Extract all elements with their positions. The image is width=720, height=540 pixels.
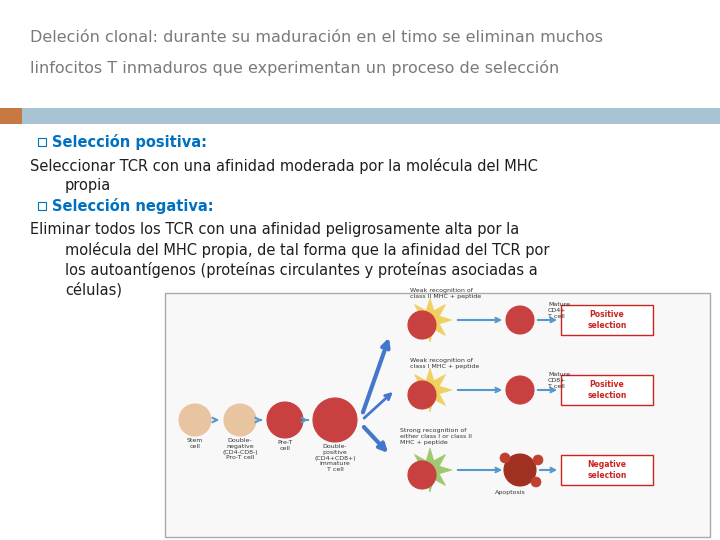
Bar	[0, 108, 22, 124]
Text: Stem
cell: Stem cell	[186, 438, 203, 449]
Circle shape	[506, 306, 534, 334]
Text: Mature
CD8+
T cell: Mature CD8+ T cell	[548, 372, 570, 389]
Circle shape	[500, 453, 510, 463]
Text: Positive
selection: Positive selection	[588, 310, 626, 330]
Text: Positive
selection: Positive selection	[588, 380, 626, 400]
Bar	[38, 138, 46, 146]
Circle shape	[179, 404, 211, 436]
Text: linfocitos T inmaduros que experimentan un proceso de selección: linfocitos T inmaduros que experimentan …	[30, 60, 559, 76]
Text: Deleción clonal: durante su maduración en el timo se eliminan muchos: Deleción clonal: durante su maduración e…	[30, 30, 603, 45]
Text: Pre-T
cell: Pre-T cell	[277, 440, 293, 451]
Bar	[0, 108, 720, 124]
Text: Weak recognition of
class I MHC + peptide: Weak recognition of class I MHC + peptid…	[410, 358, 480, 369]
Bar	[165, 293, 710, 537]
Circle shape	[533, 455, 543, 465]
Circle shape	[506, 376, 534, 404]
Text: Double-
negative
(CD4-CD8-)
Pro-T cell: Double- negative (CD4-CD8-) Pro-T cell	[222, 438, 258, 461]
Text: Negative
selection: Negative selection	[588, 460, 626, 480]
Text: Selección positiva:: Selección positiva:	[52, 134, 207, 150]
FancyBboxPatch shape	[561, 455, 653, 485]
Text: propia: propia	[65, 178, 112, 193]
Circle shape	[531, 477, 541, 487]
Bar	[38, 202, 46, 210]
Circle shape	[504, 454, 536, 486]
Text: Eliminar todos los TCR con una afinidad peligrosamente alta por la: Eliminar todos los TCR con una afinidad …	[30, 222, 519, 237]
Polygon shape	[408, 368, 452, 412]
Text: células): células)	[65, 282, 122, 298]
FancyBboxPatch shape	[561, 375, 653, 405]
Text: Seleccionar TCR con una afinidad moderada por la molécula del MHC: Seleccionar TCR con una afinidad moderad…	[30, 158, 538, 174]
Circle shape	[408, 311, 436, 339]
Text: Double-
positive
(CD4+CD8+)
immature
T cell: Double- positive (CD4+CD8+) immature T c…	[314, 444, 356, 472]
Circle shape	[408, 461, 436, 489]
Text: los autoantígenos (proteínas circulantes y proteínas asociadas a: los autoantígenos (proteínas circulantes…	[65, 262, 538, 278]
Circle shape	[408, 381, 436, 409]
Text: Apoptosis: Apoptosis	[495, 490, 526, 495]
Circle shape	[313, 398, 357, 442]
Text: molécula del MHC propia, de tal forma que la afinidad del TCR por: molécula del MHC propia, de tal forma qu…	[65, 242, 549, 258]
Circle shape	[267, 402, 303, 438]
Text: Selección negativa:: Selección negativa:	[52, 198, 214, 214]
Circle shape	[224, 404, 256, 436]
FancyBboxPatch shape	[561, 305, 653, 335]
Polygon shape	[408, 448, 452, 492]
Polygon shape	[408, 298, 452, 342]
Text: Weak recognition of
class II MHC + peptide: Weak recognition of class II MHC + pepti…	[410, 288, 481, 299]
Text: Strong recognition of
either class I or class II
MHC + peptide: Strong recognition of either class I or …	[400, 428, 472, 444]
Text: Mature
CD4+
T cell: Mature CD4+ T cell	[548, 302, 570, 319]
